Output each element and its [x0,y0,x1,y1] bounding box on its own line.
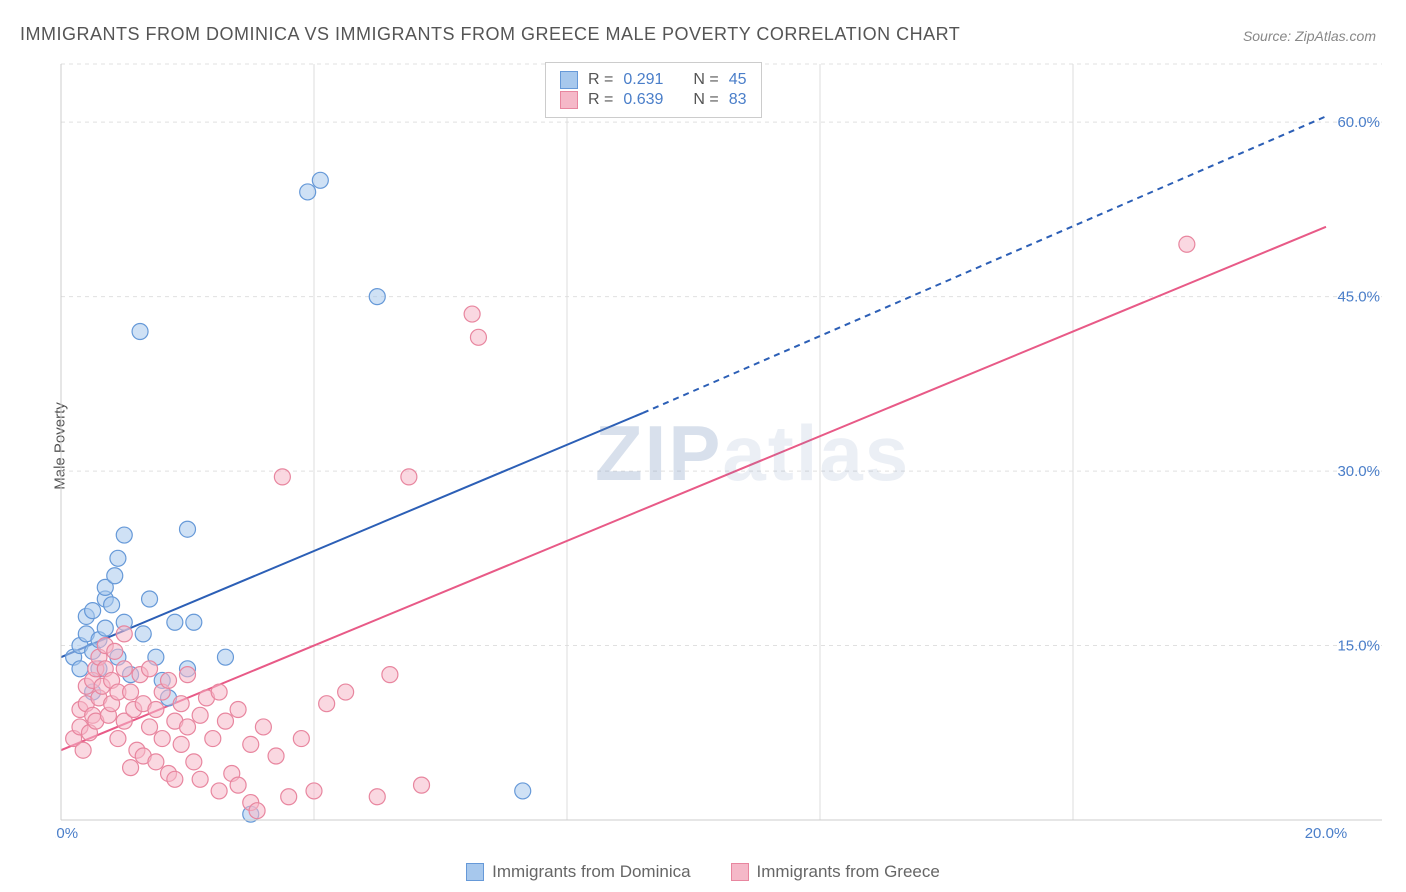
chart-area: 15.0%30.0%45.0%60.0%0.0%20.0% ZIPatlas R… [55,58,1386,842]
r-value-dominica: 0.291 [623,71,663,89]
r-label: R = [588,91,613,109]
bottom-legend-dominica: Immigrants from Dominica [466,862,690,882]
r-value-greece: 0.639 [623,91,663,109]
legend-row-greece: R = 0.639 N = 83 [560,91,747,109]
scatter-plot: 15.0% 30.0% 45.0% 60.0% 0.0% 20.0% [55,58,1386,842]
correlation-legend: R = 0.291 N = 45 R = 0.639 N = 83 [545,62,762,118]
swatch-greece [560,91,578,109]
svg-text:60.0%: 60.0% [1337,114,1380,131]
n-value-greece: 83 [729,91,747,109]
swatch-dominica-icon [466,863,484,881]
svg-text:0.0%: 0.0% [55,825,78,842]
source-attribution: Source: ZipAtlas.com [1243,28,1376,44]
bottom-legend: Immigrants from Dominica Immigrants from… [0,862,1406,882]
chart-title: IMMIGRANTS FROM DOMINICA VS IMMIGRANTS F… [20,24,960,45]
r-label: R = [588,71,613,89]
svg-text:20.0%: 20.0% [1305,825,1348,842]
swatch-greece-icon [731,863,749,881]
bottom-legend-greece: Immigrants from Greece [731,862,940,882]
svg-text:45.0%: 45.0% [1337,289,1380,306]
svg-text:30.0%: 30.0% [1337,463,1380,480]
svg-text:15.0%: 15.0% [1337,638,1380,655]
n-label: N = [693,91,718,109]
bottom-legend-label-greece: Immigrants from Greece [757,862,940,882]
swatch-dominica [560,71,578,89]
n-label: N = [693,71,718,89]
n-value-dominica: 45 [729,71,747,89]
bottom-legend-label-dominica: Immigrants from Dominica [492,862,690,882]
legend-row-dominica: R = 0.291 N = 45 [560,71,747,89]
